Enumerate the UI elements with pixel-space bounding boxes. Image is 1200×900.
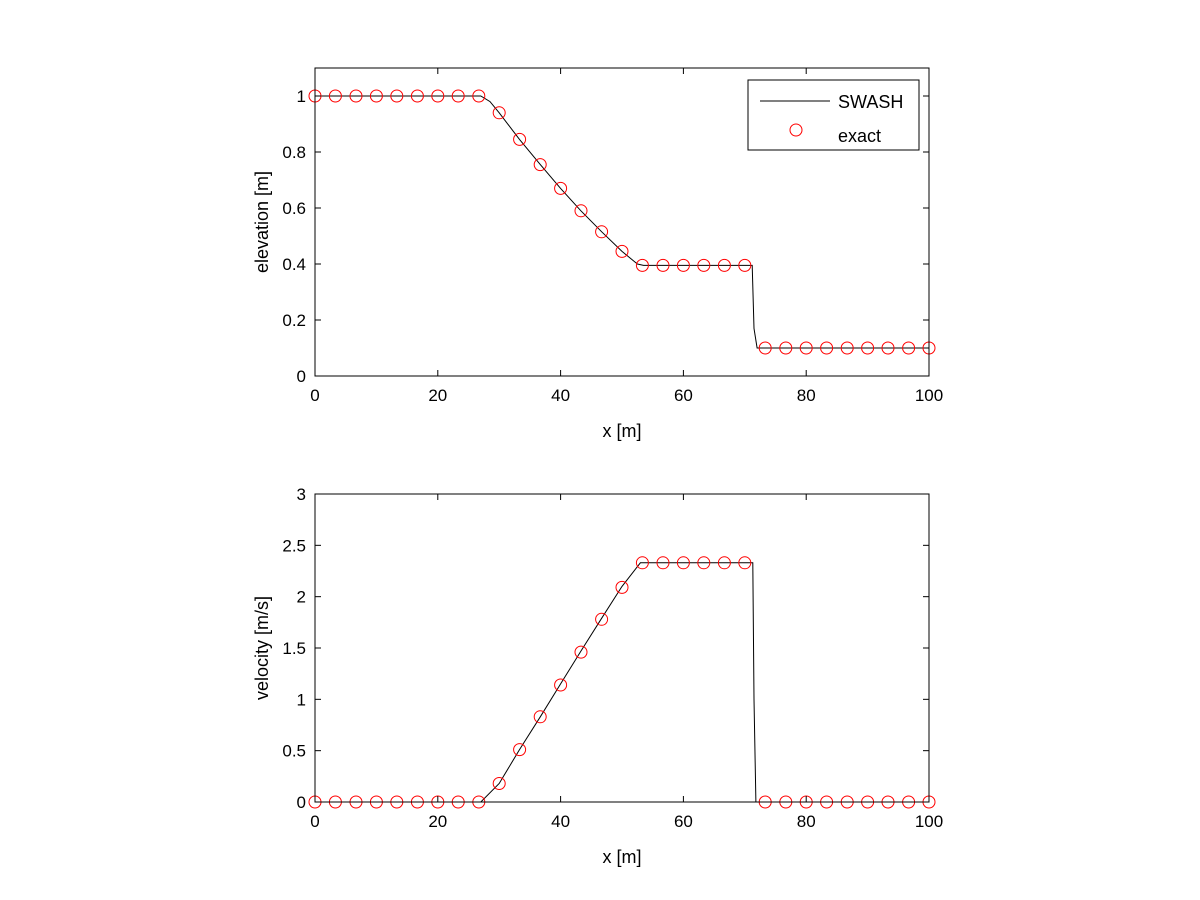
velocity-exact-marker xyxy=(615,580,629,594)
elevation-exact-marker xyxy=(410,89,424,103)
velocity-exact-marker xyxy=(554,678,568,692)
elevation-y-tick-label: 0 xyxy=(297,367,306,386)
velocity-y-ticks: 0 0.5 1 1.5 2 2.5 3 xyxy=(282,485,929,812)
elevation-exact-marker xyxy=(840,341,854,355)
velocity-x-tick-label: 20 xyxy=(428,812,447,831)
elevation-exact-marker xyxy=(513,132,527,146)
elevation-y-tick-label: 0.8 xyxy=(282,143,306,162)
elevation-exact-marker xyxy=(574,204,588,218)
velocity-swash-line xyxy=(315,562,929,803)
elevation-exact-marker xyxy=(697,258,711,272)
elevation-y-tick-label: 1 xyxy=(297,87,306,106)
legend-swash-label: SWASH xyxy=(838,92,903,112)
elevation-exact-marker xyxy=(635,258,649,272)
elevation-exact-marker xyxy=(349,89,363,103)
elevation-exact-marker xyxy=(328,89,342,103)
elevation-exact-marker xyxy=(472,89,486,103)
elevation-exact-marker xyxy=(656,258,670,272)
elevation-y-tick-label: 0.2 xyxy=(282,311,306,330)
velocity-exact-marker xyxy=(676,556,690,570)
elevation-y-tick-label: 0.6 xyxy=(282,199,306,218)
elevation-exact-markers-layer xyxy=(308,89,936,355)
velocity-exact-marker xyxy=(595,612,609,626)
velocity-y-tick-label: 0.5 xyxy=(282,742,306,761)
elevation-exact-marker xyxy=(595,225,609,239)
elevation-x-tick-label: 0 xyxy=(310,386,319,405)
velocity-axes-frame xyxy=(314,493,930,803)
elevation-x-tick-label: 100 xyxy=(915,386,943,405)
velocity-y-tick-label: 0 xyxy=(297,793,306,812)
elevation-x-tick-label: 80 xyxy=(797,386,816,405)
velocity-y-tick-label: 1.5 xyxy=(282,639,306,658)
velocity-y-tick-label: 2 xyxy=(297,588,306,607)
elevation-exact-marker xyxy=(533,158,547,172)
velocity-exact-marker xyxy=(492,777,506,790)
elevation-swash-line xyxy=(315,95,929,349)
elevation-exact-marker xyxy=(554,181,568,195)
velocity-exact-markers-layer xyxy=(308,556,936,809)
elevation-x-tick-label: 60 xyxy=(674,386,693,405)
elevation-exact-marker xyxy=(717,258,731,272)
elevation-y-tick-label: 0.4 xyxy=(282,255,306,274)
elevation-exact-marker xyxy=(492,106,506,120)
elevation-exact-marker xyxy=(369,89,383,103)
elevation-exact-marker xyxy=(615,244,629,258)
elevation-x-ticks: 0 20 40 60 80 100 xyxy=(310,68,943,405)
velocity-x-axis-label: x [m] xyxy=(603,847,642,867)
velocity-exact-marker xyxy=(656,556,670,570)
legend-exact-label: exact xyxy=(838,126,881,146)
elevation-exact-marker xyxy=(676,258,690,272)
velocity-y-tick-label: 3 xyxy=(297,485,306,504)
velocity-exact-marker xyxy=(513,743,527,757)
elevation-swash-line-layer xyxy=(315,95,929,349)
velocity-exact-marker xyxy=(635,556,649,570)
velocity-exact-marker xyxy=(574,645,588,659)
velocity-exact-marker xyxy=(717,556,731,570)
velocity-y-tick-label: 2.5 xyxy=(282,536,306,555)
elevation-plot: 0 20 40 60 80 100 0 0.2 0.4 0.6 0.8 1 x [m] elevat… xyxy=(252,67,943,441)
elevation-exact-marker xyxy=(820,341,834,355)
velocity-x-ticks: 0 20 40 60 80 100 xyxy=(310,494,943,831)
elevation-exact-marker xyxy=(431,89,445,103)
elevation-exact-marker xyxy=(779,341,793,355)
elevation-exact-marker xyxy=(758,341,772,355)
velocity-x-tick-label: 60 xyxy=(674,812,693,831)
velocity-x-tick-label: 80 xyxy=(797,812,816,831)
velocity-y-axis-label: velocity [m/s] xyxy=(252,596,272,700)
elevation-exact-marker xyxy=(738,258,752,272)
elevation-axes-frame xyxy=(314,67,930,377)
legend-box xyxy=(747,79,920,151)
legend-exact-marker-sample xyxy=(789,123,803,137)
legend: SWASH exact xyxy=(747,79,920,151)
elevation-exact-marker xyxy=(881,341,895,355)
velocity-exact-marker xyxy=(533,710,547,724)
velocity-x-tick-label: 0 xyxy=(310,812,319,831)
velocity-x-tick-label: 40 xyxy=(551,812,570,831)
elevation-exact-marker xyxy=(390,89,404,103)
elevation-x-tick-label: 20 xyxy=(428,386,447,405)
velocity-swash-line-layer xyxy=(315,562,929,803)
elevation-y-axis-label: elevation [m] xyxy=(252,171,272,273)
velocity-exact-marker xyxy=(738,556,752,570)
velocity-y-tick-label: 1 xyxy=(297,690,306,709)
velocity-exact-marker xyxy=(697,556,711,570)
elevation-exact-marker xyxy=(799,341,813,355)
elevation-x-axis-label: x [m] xyxy=(603,421,642,441)
velocity-plot: 0 20 40 60 80 100 0 0.5 1 1.5 2 2.5 3 x [m] velocit… xyxy=(252,485,943,867)
elevation-y-ticks: 0 0.2 0.4 0.6 0.8 1 xyxy=(282,87,929,386)
elevation-exact-marker xyxy=(861,341,875,355)
elevation-exact-marker xyxy=(902,341,916,355)
elevation-exact-marker xyxy=(451,89,465,103)
elevation-x-tick-label: 40 xyxy=(551,386,570,405)
velocity-x-tick-label: 100 xyxy=(915,812,943,831)
